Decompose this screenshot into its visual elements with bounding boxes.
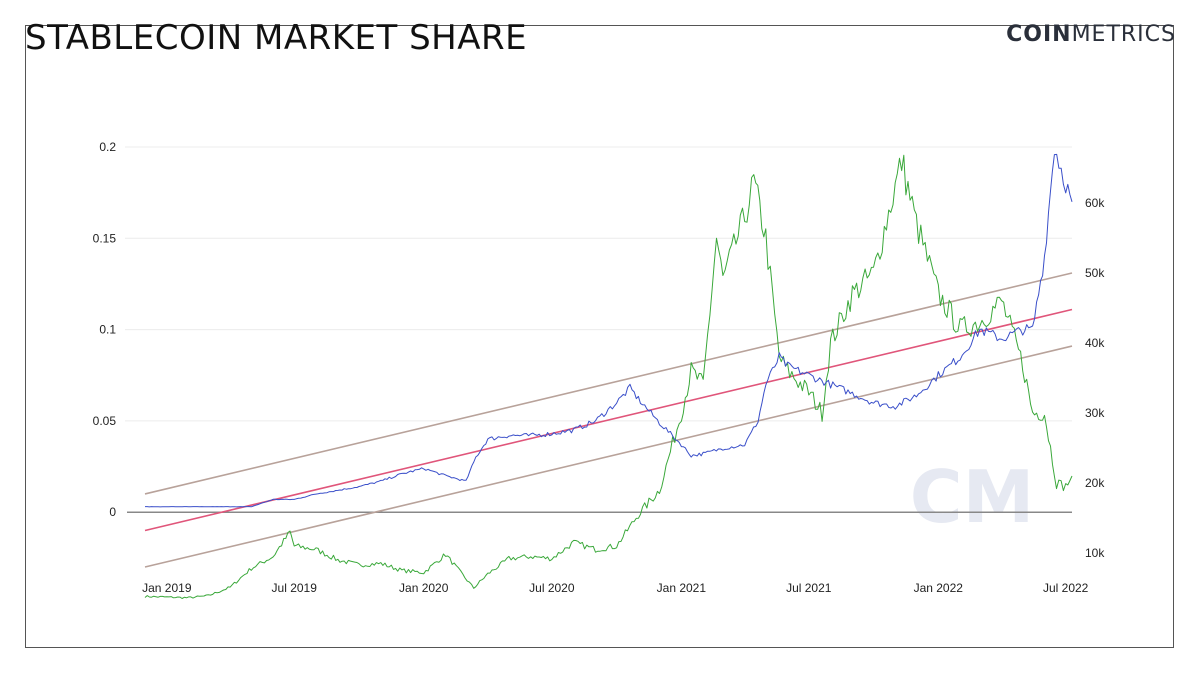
x-tick-label: Jan 2022 [914,581,964,595]
cm-watermark: CM [910,455,1035,539]
x-tick-label: Jul 2020 [529,581,575,595]
x-tick-label: Jan 2021 [657,581,707,595]
y-right-tick-label: 10k [1085,546,1105,560]
y-right-tick-label: 20k [1085,476,1105,490]
y-right-tick-label: 40k [1085,336,1105,350]
x-tick-label: Jan 2020 [399,581,449,595]
page-title: STABLECOIN MARKET SHARE [25,18,528,58]
y-left-tick-label: 0.15 [93,231,117,245]
market-share-line [145,153,1073,508]
x-tick-label: Jul 2021 [786,581,832,595]
coinmetrics-logo: COINMETRICS [1006,22,1176,47]
band-line [144,272,1073,495]
trend-lines [144,272,1073,568]
watermark-text: CM [910,455,1035,539]
y-left-tick-label: 0 [109,505,116,519]
axis-labels: 0 0.05 0.1 0.15 0.2 10k 20k 30k 40k 50k 60k Jan 201… [93,140,1106,595]
y-right-tick-label: 60k [1085,196,1105,210]
y-left-tick-label: 0.05 [93,414,117,428]
y-left-tick-label: 0.1 [99,323,116,337]
regression-line [144,308,1073,532]
x-tick-label: Jul 2022 [1043,581,1089,595]
logo-light-text: METRICS [1071,22,1176,47]
band-line [144,345,1073,568]
y-right-tick-label: 50k [1085,266,1105,280]
y-left-tick-label: 0.2 [99,140,116,154]
x-tick-label: Jan 2019 [142,581,192,595]
y-right-tick-label: 30k [1085,406,1105,420]
series-lines [144,153,1073,599]
x-tick-label: Jul 2019 [272,581,318,595]
logo-bold-text: COIN [1006,22,1072,47]
grid-layer [125,146,1072,422]
chart-frame [25,25,1174,648]
bitcoin-price-line [144,154,1073,599]
